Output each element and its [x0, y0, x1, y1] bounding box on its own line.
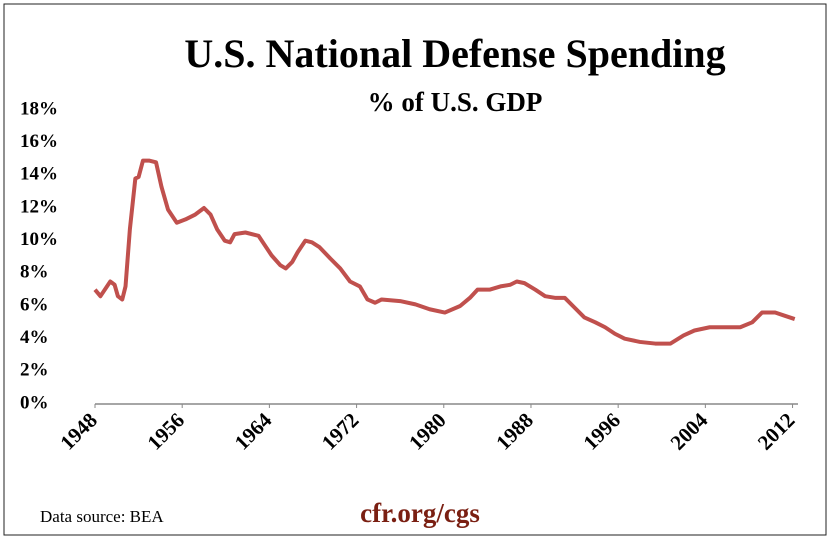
- y-tick-label: 10%: [20, 229, 58, 250]
- chart-title: U.S. National Defense Spending: [184, 31, 725, 76]
- chart-border: [3, 3, 827, 536]
- y-tick-label: 16%: [20, 131, 58, 152]
- brand: cfr.org/cgs: [360, 498, 480, 528]
- y-tick-label: 18%: [20, 98, 58, 119]
- y-tick-label: 6%: [20, 294, 49, 315]
- y-tick-label: 4%: [20, 327, 49, 348]
- y-tick-label: 12%: [20, 196, 58, 217]
- data-line: [93, 158, 796, 346]
- y-tick-label: 0%: [20, 392, 49, 413]
- y-tick-label: 2%: [20, 360, 49, 381]
- y-tick-label: 8%: [20, 262, 49, 283]
- source-note: Data source: BEA: [40, 507, 164, 526]
- chart-subtitle: % of U.S. GDP: [368, 87, 543, 117]
- y-tick-label: 14%: [20, 164, 58, 185]
